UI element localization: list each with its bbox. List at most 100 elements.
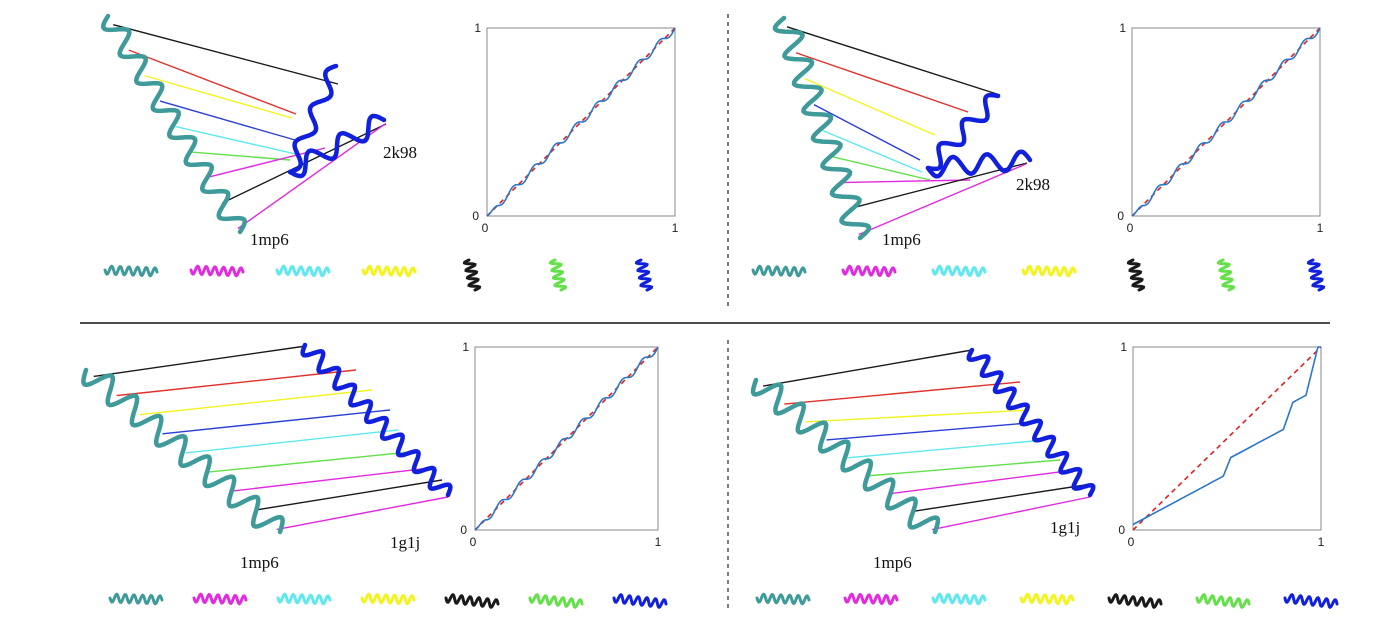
alignment-link (208, 451, 411, 473)
alignment-curve (486, 27, 676, 217)
green-helix-icon (1195, 593, 1251, 609)
alignment-link (889, 469, 1076, 495)
cyan-helix-icon (276, 592, 332, 606)
x-tick-min: 0 (1128, 535, 1135, 549)
alignment-link (191, 151, 291, 161)
legend-row (751, 258, 1326, 292)
green-helix-icon (528, 593, 584, 609)
alignment-link (159, 100, 296, 141)
alignment-plot: 0 1 0 1 (1118, 340, 1324, 549)
panel-bottom-right: 1mp6 1g1j 0 1 0 1 (750, 340, 1339, 609)
green-coil-icon (1216, 258, 1236, 292)
blue-helix-icon (612, 593, 668, 609)
magenta-helix-icon (189, 264, 245, 278)
y-tick-max: 1 (462, 340, 469, 354)
plot-frame (1131, 27, 1321, 217)
legend-row (108, 592, 668, 609)
alignment-diagram (772, 15, 1033, 241)
y-tick-min: 0 (1117, 209, 1124, 223)
alignment-link (858, 163, 1027, 236)
teal-helix-icon (755, 592, 811, 606)
protein-a-label: 1mp6 (882, 230, 921, 249)
alignment-link (185, 429, 399, 454)
magenta-helix-icon (841, 264, 897, 278)
black-coil-icon (462, 258, 482, 292)
alignment-link (175, 125, 301, 156)
alignment-link (162, 409, 391, 435)
alignment-link (910, 484, 1086, 513)
alignment-link (849, 162, 1028, 210)
protein-b-label: 1g1j (390, 533, 420, 552)
teal-helix-icon (103, 264, 159, 278)
identity-diagonal (1132, 346, 1322, 531)
alignment-curve (1131, 27, 1321, 217)
plot-frame (1132, 346, 1322, 531)
protein-a-label: 1mp6 (250, 230, 289, 249)
protein-a-label: 1mp6 (240, 553, 279, 572)
teal-helix-icon (751, 264, 807, 278)
magenta-helix-icon (843, 592, 899, 606)
protein-a-backbone (100, 13, 248, 235)
protein-b-label: 1g1j (1050, 518, 1080, 537)
alignment-link (831, 155, 931, 181)
y-tick-max: 1 (1119, 21, 1126, 35)
alignment-link (822, 129, 923, 173)
cyan-helix-icon (931, 264, 987, 278)
alignment-link (139, 389, 373, 416)
teal-helix-icon (108, 592, 164, 606)
cyan-helix-icon (931, 592, 987, 606)
protein-a-backbone (750, 377, 941, 535)
blue-coil-icon (1306, 258, 1326, 292)
black-helix-icon (1107, 593, 1163, 609)
alignment-plot: 0 1 0 1 (1117, 21, 1323, 235)
alignment-link (826, 421, 1041, 441)
y-tick-min: 0 (1118, 523, 1125, 537)
plot-frame (474, 346, 659, 531)
yellow-helix-icon (1021, 264, 1077, 278)
protein-b-backbone-tail (925, 149, 1033, 179)
alignment-link (847, 439, 1046, 459)
alignment-curve (474, 346, 659, 531)
alignment-link (93, 345, 307, 378)
alignment-link (276, 496, 449, 531)
panel-top-left: 1mp6 2k98 0 1 0 1 (100, 13, 679, 292)
protein-b-backbone (966, 347, 1096, 498)
alignment-link (786, 26, 1001, 96)
black-coil-icon (1126, 258, 1146, 292)
protein-a-backbone (772, 15, 872, 241)
legend-row (103, 258, 654, 292)
legend-row (755, 592, 1339, 609)
alignment-diagram (750, 347, 1096, 535)
protein-a-label: 1mp6 (873, 553, 912, 572)
alignment-link (253, 479, 443, 511)
y-tick-min: 0 (472, 209, 479, 223)
x-tick-max: 1 (672, 221, 679, 235)
alignment-plot: 0 1 0 1 (460, 340, 661, 549)
yellow-helix-icon (360, 592, 416, 606)
alignment-diagram (81, 342, 453, 535)
blue-helix-icon (1283, 593, 1339, 609)
panel-top-right: 1mp6 2k98 0 1 0 1 (751, 15, 1326, 292)
alignment-link (813, 104, 921, 161)
x-tick-min: 0 (470, 535, 477, 549)
alignment-link (128, 49, 297, 115)
green-coil-icon (548, 258, 568, 292)
x-tick-min: 0 (482, 221, 489, 235)
panel-bottom-left: 1mp6 1g1j 0 1 0 1 (81, 340, 668, 609)
x-tick-max: 1 (655, 535, 662, 549)
x-tick-max: 1 (1317, 221, 1324, 235)
alignment-link (804, 78, 936, 136)
protein-a-backbone (81, 367, 285, 535)
alignment-link (113, 23, 339, 85)
alignment-link (116, 369, 357, 397)
alignment-link (931, 496, 1091, 531)
black-helix-icon (444, 593, 500, 609)
alignment-plot: 0 1 0 1 (472, 21, 678, 235)
protein-b-backbone (287, 63, 339, 175)
yellow-helix-icon (361, 264, 417, 278)
x-tick-max: 1 (1318, 535, 1325, 549)
alignment-link (805, 409, 1031, 423)
alignment-link (868, 459, 1061, 477)
alignment-link (795, 52, 969, 113)
